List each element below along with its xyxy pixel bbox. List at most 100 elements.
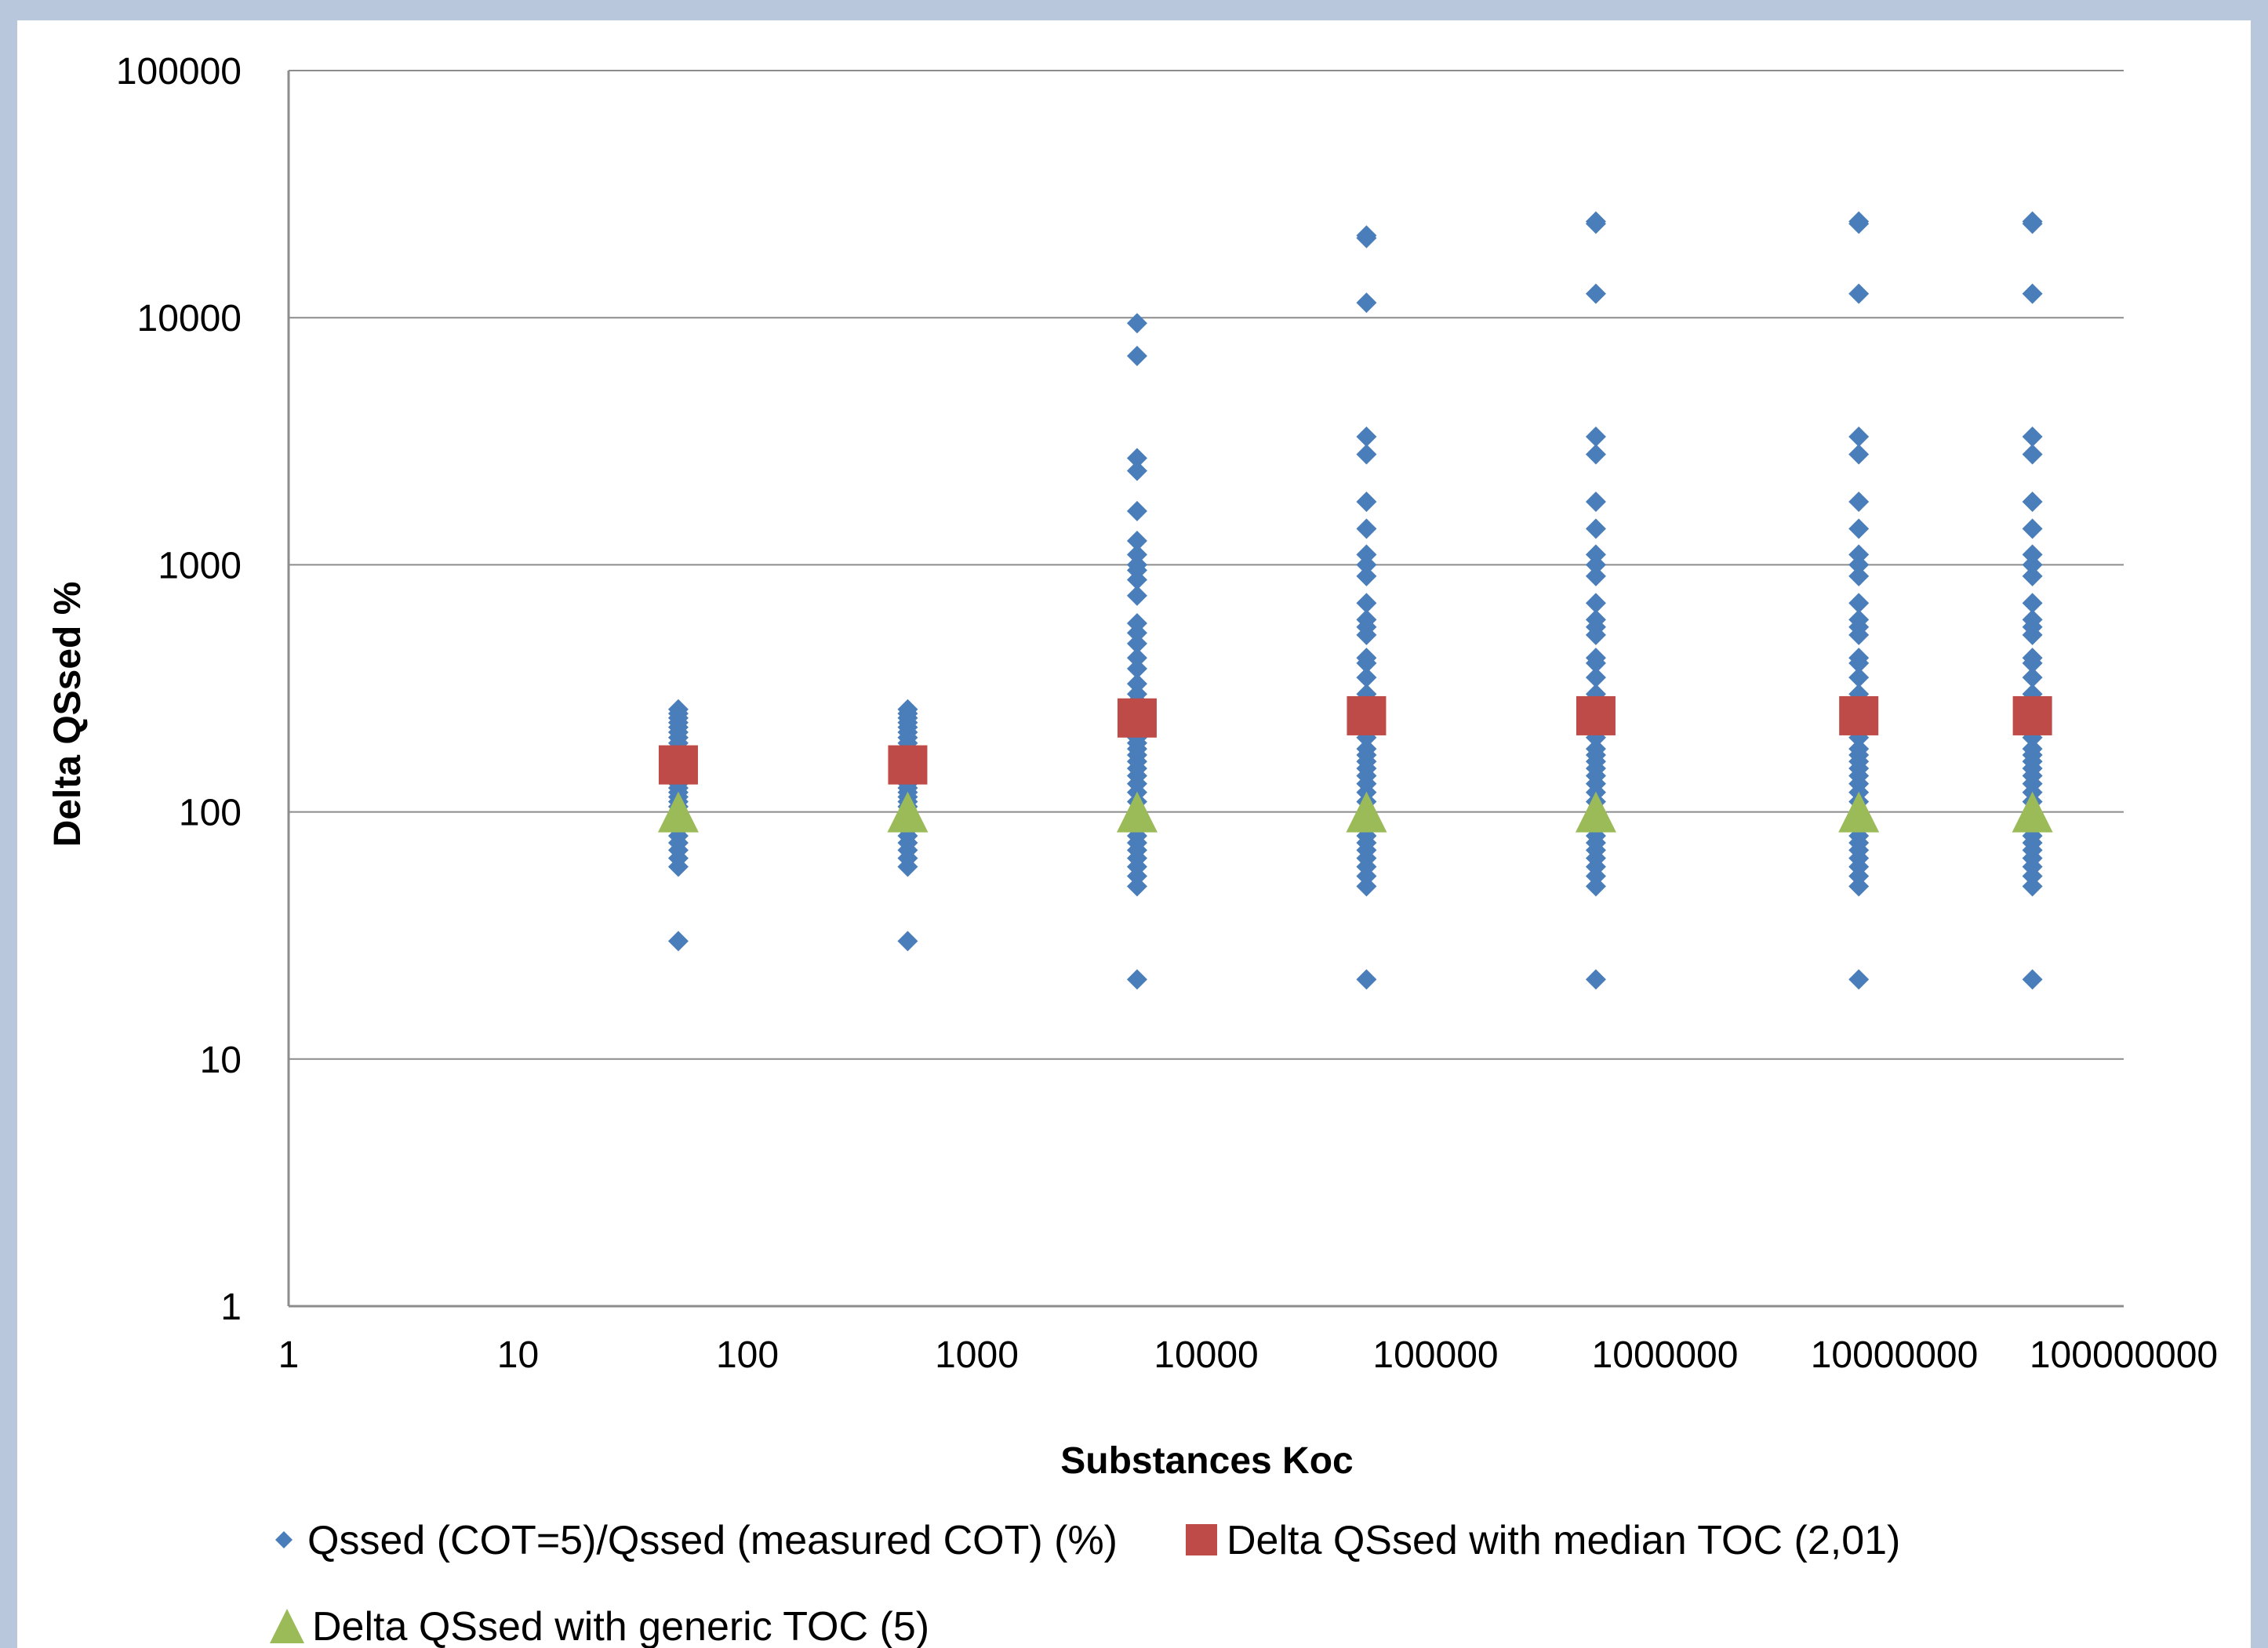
y-tick-label: 100000	[116, 51, 242, 93]
legend: Qssed (COT=5)/Qssed (measured COT) (%) De…	[270, 1518, 1900, 1648]
qssed-ratio-point	[1585, 609, 1606, 630]
generic-toc-point	[1838, 791, 1880, 833]
chart-area: 1 10 100 1000 10000 100000 1 10 100 1000 10000 1000…	[17, 20, 2251, 1648]
qssed-ratio-point	[1848, 544, 1870, 565]
legend-label: Delta QSsed with median TOC (2,01)	[1227, 1518, 1900, 1563]
qssed-ratio-point	[2022, 426, 2043, 447]
qssed-ratio-point	[1356, 648, 1377, 669]
generic-toc-point	[1116, 791, 1158, 833]
qssed-ratio-point	[2022, 739, 2043, 760]
qssed-ratio-point	[1356, 292, 1377, 314]
qssed-ratio-point	[1585, 554, 1606, 575]
qssed-ratio-point	[1126, 530, 1147, 551]
legend-item-generic-toc: Delta QSsed with generic TOC (5)	[270, 1604, 929, 1648]
axes-layer	[287, 71, 2124, 1308]
x-tick-label: 100000	[1372, 1334, 1498, 1376]
qssed-ratio-point	[1585, 969, 1606, 990]
qssed-ratio-point	[2022, 565, 2043, 586]
y-tick-label: 1	[220, 1287, 242, 1328]
legend-marker-square	[1186, 1524, 1217, 1555]
qssed-ratio-point	[1126, 969, 1147, 990]
qssed-ratio-point	[1585, 648, 1606, 669]
qssed-ratio-point	[2022, 444, 2043, 465]
y-tick-label: 10	[200, 1040, 242, 1081]
qssed-ratio-point	[1848, 518, 1870, 539]
qssed-ratio-point	[1356, 739, 1377, 760]
qssed-ratio-point	[1848, 648, 1870, 669]
qssed-ratio-point	[1848, 969, 1870, 990]
qssed-ratio-point	[1126, 448, 1147, 469]
median-toc-point	[2012, 695, 2052, 735]
generic-toc-point	[887, 791, 929, 833]
qssed-ratio-point	[2022, 969, 2043, 990]
qssed-ratio-point	[1848, 426, 1870, 447]
qssed-ratio-point	[1356, 667, 1377, 688]
legend-marker-triangle	[270, 1609, 304, 1643]
qssed-ratio-point	[2022, 593, 2043, 614]
qssed-ratio-point	[1126, 648, 1147, 669]
qssed-ratio-point	[1356, 876, 1377, 897]
generic-toc-point	[1575, 791, 1616, 833]
y-tick-label: 1000	[158, 545, 242, 586]
qssed-ratio-point	[1848, 593, 1870, 614]
qssed-ratio-point	[1126, 313, 1147, 334]
qssed-ratio-point	[2022, 544, 2043, 565]
qssed-ratio-point	[1585, 739, 1606, 760]
legend-marker-diamond	[275, 1531, 293, 1548]
qssed-ratio-point	[1356, 565, 1377, 586]
qssed-ratio-point	[1848, 283, 1870, 304]
qssed-ratio-point	[1585, 444, 1606, 465]
x-tick-label: 1000	[935, 1334, 1019, 1376]
qssed-ratio-point	[1585, 283, 1606, 304]
qssed-ratio-point	[1848, 876, 1870, 897]
x-tick-label: 100000000	[2030, 1334, 2218, 1376]
qssed-ratio-point	[1356, 969, 1377, 990]
qssed-ratio-point	[2022, 876, 2043, 897]
median-toc-point	[1347, 695, 1387, 735]
qssed-ratio-point	[1848, 444, 1870, 465]
qssed-ratio-point	[897, 931, 918, 952]
qssed-ratio-point	[897, 699, 918, 720]
qssed-ratio-point	[1356, 426, 1377, 447]
qssed-ratio-point	[1585, 426, 1606, 447]
qssed-ratio-point	[1356, 518, 1377, 539]
generic-toc-point	[1346, 791, 1387, 833]
x-tick-label: 100	[716, 1334, 779, 1376]
qssed-ratio-point	[1585, 211, 1606, 232]
qssed-ratio-point	[2022, 518, 2043, 539]
qssed-ratio-point	[1356, 444, 1377, 465]
qssed-ratio-point	[1585, 593, 1606, 614]
qssed-ratio-point	[1126, 633, 1147, 654]
qssed-ratio-point	[1848, 739, 1870, 760]
qssed-ratio-point	[1126, 544, 1147, 565]
qssed-ratio-point	[1356, 544, 1377, 565]
qssed-ratio-point	[2022, 667, 2043, 688]
qssed-ratio-point	[2022, 609, 2043, 630]
legend-item-median-toc: Delta QSsed with median TOC (2,01)	[1186, 1518, 1900, 1563]
y-tick-label: 10000	[137, 298, 242, 339]
generic-toc-point	[657, 791, 699, 833]
qssed-ratio-point	[1848, 565, 1870, 586]
qssed-ratio-point	[1356, 609, 1377, 630]
qssed-ratio-point	[1848, 554, 1870, 575]
qssed-ratio-point	[1848, 609, 1870, 630]
qssed-ratio-point	[667, 931, 689, 952]
legend-item-qssed-ratio: Qssed (COT=5)/Qssed (measured COT) (%)	[275, 1518, 1118, 1563]
qssed-ratio-point	[2022, 211, 2043, 232]
median-toc-point	[1839, 695, 1879, 735]
qssed-ratio-point	[1848, 667, 1870, 688]
qssed-ratio-point	[1356, 491, 1377, 512]
median-toc-point	[1117, 698, 1157, 738]
scatter-chart: 1 10 100 1000 10000 100000 1 10 100 1000 10000 1000…	[47, 51, 2218, 1648]
generic-toc-point	[2012, 791, 2053, 833]
y-axis-title: Delta QSsed %	[47, 582, 89, 848]
x-tick-label: 10000	[1154, 1334, 1258, 1376]
x-tick-label: 10000000	[1811, 1334, 1979, 1376]
y-tick-label: 100	[179, 793, 242, 834]
qssed-ratio-point	[1585, 544, 1606, 565]
qssed-ratio-point	[1126, 612, 1147, 633]
qssed-ratio-point	[1356, 225, 1377, 246]
qssed-ratio-point	[1126, 673, 1147, 695]
median-toc-point	[658, 745, 698, 785]
qssed-ratio-point	[1126, 658, 1147, 679]
